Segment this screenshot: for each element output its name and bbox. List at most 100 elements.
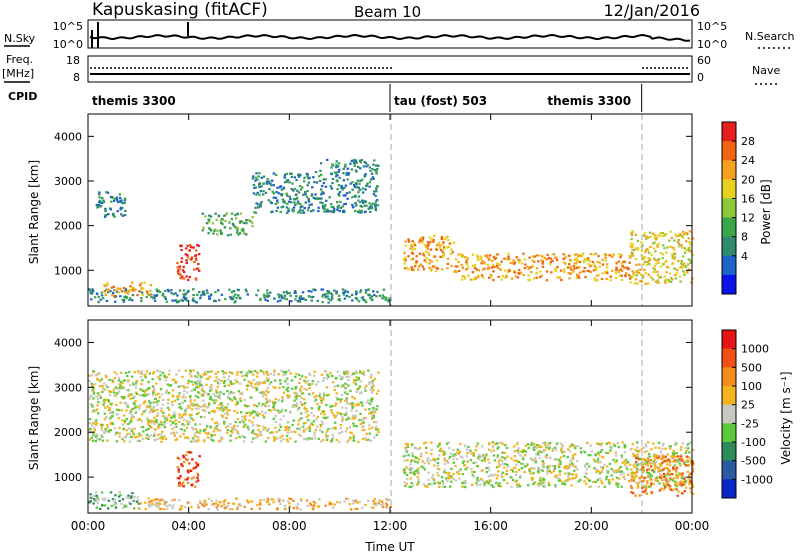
data-cell — [466, 466, 469, 469]
data-cell — [245, 222, 248, 225]
data-cell — [663, 484, 666, 487]
data-cell — [632, 455, 636, 458]
data-cell — [102, 199, 105, 202]
data-cell — [199, 501, 202, 504]
data-cell — [225, 426, 228, 429]
data-cell — [156, 438, 159, 441]
data-cell — [236, 402, 240, 405]
data-cell — [322, 178, 325, 181]
data-cell — [634, 278, 638, 281]
data-cell — [97, 295, 100, 298]
data-cell — [564, 256, 567, 259]
data-cell — [171, 404, 174, 407]
data-cell — [276, 206, 280, 209]
data-cell — [252, 175, 255, 178]
data-cell — [280, 369, 283, 372]
data-cell — [521, 262, 524, 265]
data-cell — [189, 415, 192, 418]
data-cell — [196, 371, 200, 374]
data-cell — [375, 504, 378, 507]
data-cell — [236, 229, 239, 232]
data-cell — [331, 404, 334, 408]
data-cell — [168, 369, 171, 372]
data-cell — [672, 455, 675, 458]
data-cell — [107, 430, 111, 433]
data-cell — [478, 458, 481, 461]
data-cell — [368, 432, 371, 435]
data-cell — [239, 297, 242, 300]
data-cell — [325, 403, 328, 407]
data-cell — [526, 265, 529, 269]
data-cell — [658, 473, 662, 476]
data-cell — [177, 406, 181, 409]
data-cell — [343, 391, 347, 394]
data-cell — [680, 259, 683, 262]
data-cell — [112, 388, 115, 391]
data-cell — [517, 447, 520, 450]
data-cell — [197, 439, 200, 442]
data-cell — [306, 410, 309, 413]
data-cell — [197, 244, 200, 247]
data-cell — [600, 448, 603, 452]
data-cell — [247, 219, 250, 222]
data-cell — [112, 391, 116, 394]
data-cell — [147, 419, 150, 422]
data-cell — [457, 470, 460, 473]
data-cell — [364, 436, 367, 440]
data-cell — [339, 400, 342, 403]
data-cell — [131, 407, 135, 410]
data-cell — [450, 248, 453, 251]
data-cell — [299, 295, 302, 298]
data-cell — [683, 273, 686, 277]
data-cell — [123, 402, 126, 405]
data-cell — [605, 442, 608, 445]
data-cell — [312, 196, 316, 199]
data-cell — [601, 466, 605, 469]
data-cell — [515, 443, 519, 446]
data-cell — [531, 447, 534, 450]
data-cell — [348, 426, 352, 429]
data-cell — [123, 198, 127, 201]
data-cell — [185, 454, 188, 457]
data-cell — [177, 271, 180, 274]
data-cell — [259, 190, 263, 193]
data-cell — [319, 425, 323, 428]
data-cell — [436, 471, 439, 475]
data-cell — [342, 210, 345, 213]
data-cell — [577, 254, 580, 257]
data-cell — [502, 479, 506, 482]
data-cell — [348, 437, 352, 440]
data-cell — [276, 201, 279, 204]
data-cell — [251, 224, 254, 228]
data-cell — [209, 395, 212, 398]
data-cell — [126, 404, 130, 407]
data-cell — [646, 261, 649, 264]
data-cell — [214, 372, 218, 376]
data-cell — [192, 476, 195, 479]
data-cell — [510, 476, 513, 479]
data-cell — [88, 438, 92, 441]
data-cell — [203, 501, 207, 504]
data-cell — [387, 298, 390, 301]
data-cell — [295, 372, 298, 376]
data-cell — [314, 398, 318, 401]
data-cell — [207, 377, 210, 380]
data-cell — [403, 267, 407, 270]
data-cell — [537, 260, 540, 263]
data-cell — [440, 476, 444, 479]
data-cell — [516, 485, 520, 488]
data-cell — [606, 271, 609, 275]
data-cell — [450, 467, 453, 470]
data-cell — [489, 473, 493, 477]
data-cell — [118, 499, 121, 502]
data-cell — [649, 484, 653, 487]
data-cell — [540, 445, 543, 449]
data-cell — [144, 389, 147, 392]
data-cell — [220, 293, 224, 296]
data-cell — [273, 436, 276, 439]
data-cell — [589, 264, 593, 267]
data-cell — [682, 270, 685, 273]
data-cell — [404, 454, 408, 457]
data-cell — [230, 382, 233, 386]
data-cell — [590, 450, 593, 453]
